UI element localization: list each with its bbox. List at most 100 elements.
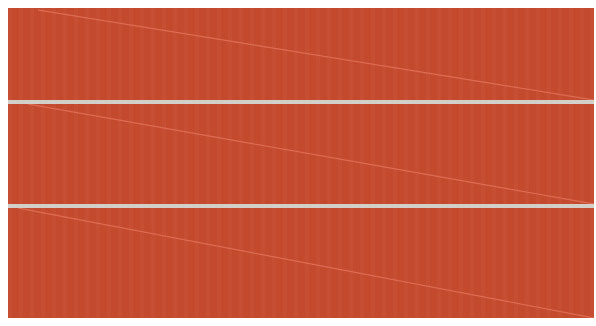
panel-top-graphic bbox=[8, 8, 594, 100]
panel-stripe bbox=[19, 8, 23, 100]
panel-stripe bbox=[261, 208, 265, 318]
panel-stripe bbox=[85, 208, 89, 318]
panel-stripe bbox=[283, 208, 287, 318]
panel-stripe bbox=[85, 8, 89, 100]
panel-stripe bbox=[404, 8, 408, 100]
panel-stripe bbox=[63, 8, 67, 100]
panel-stripe bbox=[525, 104, 529, 204]
panel-stripe bbox=[96, 104, 100, 204]
panel-stripe bbox=[294, 8, 298, 100]
panel-bottom-graphic bbox=[8, 208, 594, 318]
panel-stripe bbox=[140, 8, 144, 100]
panel-stripe bbox=[437, 104, 441, 204]
panel-stripe bbox=[569, 208, 573, 318]
panel-stripe bbox=[569, 8, 573, 100]
panel-stripe bbox=[371, 208, 375, 318]
panel-stripe bbox=[184, 8, 188, 100]
panel-stripe bbox=[162, 104, 166, 204]
panel-stripe bbox=[63, 104, 67, 204]
panel-middle bbox=[8, 104, 594, 204]
panel-stripe bbox=[492, 208, 496, 318]
panel-top-diagonal bbox=[37, 9, 594, 100]
panel-stripe bbox=[96, 208, 100, 318]
panel-stripe bbox=[74, 104, 78, 204]
panel-stripe bbox=[140, 104, 144, 204]
panel-stripe bbox=[558, 208, 562, 318]
panel-stripe bbox=[118, 8, 122, 100]
panel-stripe bbox=[525, 8, 529, 100]
panel-stripe bbox=[173, 104, 177, 204]
panel-stripe bbox=[569, 104, 573, 204]
panel-stripe bbox=[349, 208, 353, 318]
panel-stripe bbox=[118, 104, 122, 204]
panel-stripe bbox=[591, 208, 594, 318]
panel-stripe bbox=[162, 8, 166, 100]
panel-stripe bbox=[316, 104, 320, 204]
panel-stripe bbox=[327, 8, 331, 100]
panel-stripe bbox=[404, 104, 408, 204]
panel-stripe bbox=[140, 208, 144, 318]
panel-stripe bbox=[41, 104, 45, 204]
panel-stripe bbox=[558, 104, 562, 204]
panel-stripe bbox=[591, 8, 594, 100]
panel-stripe bbox=[151, 104, 155, 204]
panel-stripe bbox=[316, 208, 320, 318]
panel-stripe bbox=[470, 8, 474, 100]
panel-stripe bbox=[448, 208, 452, 318]
panel-stripe bbox=[74, 208, 78, 318]
panel-stripe bbox=[195, 104, 199, 204]
panel-stripe bbox=[107, 8, 111, 100]
panel-stripe bbox=[415, 208, 419, 318]
panel-stripe bbox=[437, 8, 441, 100]
panel-stripe bbox=[63, 208, 67, 318]
panel-stripe bbox=[250, 208, 254, 318]
panel-stripe bbox=[107, 208, 111, 318]
panel-stripe bbox=[349, 8, 353, 100]
panel-stripe bbox=[8, 8, 12, 100]
panel-stripe bbox=[426, 104, 430, 204]
panel-stripe bbox=[118, 208, 122, 318]
panel-stripe bbox=[184, 208, 188, 318]
panel-stripe bbox=[415, 8, 419, 100]
panel-stripe bbox=[261, 8, 265, 100]
panel-stripe bbox=[360, 8, 364, 100]
panel-stripe bbox=[327, 104, 331, 204]
panel-stripe bbox=[294, 104, 298, 204]
panel-bottom-diagonal bbox=[17, 208, 594, 318]
panel-stripe bbox=[492, 8, 496, 100]
panel-stripe bbox=[30, 104, 34, 204]
panel-stripe bbox=[470, 104, 474, 204]
panel-middle-stripes bbox=[8, 104, 594, 204]
panel-bottom bbox=[8, 208, 594, 318]
panel-stripe bbox=[96, 8, 100, 100]
panel-stripe bbox=[294, 208, 298, 318]
panel-stripe bbox=[107, 104, 111, 204]
panel-stripe bbox=[129, 208, 133, 318]
panel-stripe bbox=[437, 208, 441, 318]
panel-stripe bbox=[206, 104, 210, 204]
panel-stripe bbox=[371, 8, 375, 100]
panel-stripe bbox=[514, 104, 518, 204]
panel-stripe bbox=[481, 104, 485, 204]
panel-stripe bbox=[151, 8, 155, 100]
panel-stripe bbox=[151, 208, 155, 318]
panel-stripe bbox=[41, 208, 45, 318]
panel-stripe bbox=[305, 104, 309, 204]
panel-stripe bbox=[206, 208, 210, 318]
panel-stripe bbox=[8, 104, 12, 204]
panel-stripe bbox=[459, 208, 463, 318]
panel-stripe bbox=[272, 8, 276, 100]
panel-stripe bbox=[250, 104, 254, 204]
panel-stripe bbox=[492, 104, 496, 204]
panel-stripe bbox=[206, 8, 210, 100]
panel-stripe bbox=[470, 208, 474, 318]
panel-stripe bbox=[514, 8, 518, 100]
panel-stripe bbox=[393, 8, 397, 100]
panel-stripe bbox=[228, 208, 232, 318]
panel-stripe bbox=[8, 208, 12, 318]
panel-stripe bbox=[415, 104, 419, 204]
panel-stripe bbox=[41, 8, 45, 100]
panel-stripe bbox=[404, 208, 408, 318]
panel-stripe bbox=[239, 104, 243, 204]
panel-stripe bbox=[85, 104, 89, 204]
